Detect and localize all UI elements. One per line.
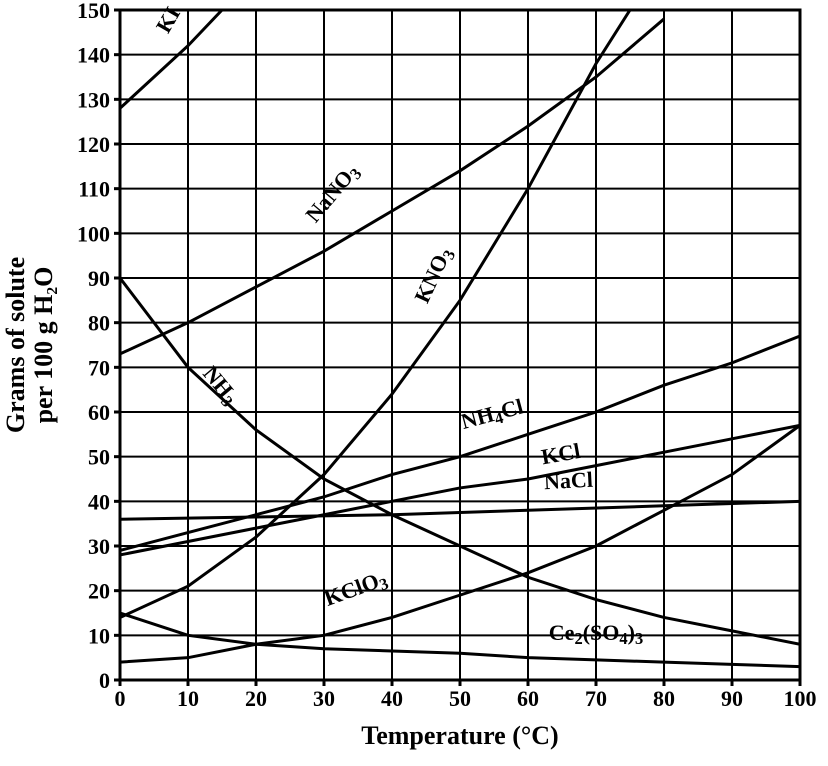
y-tick-label: 150 [77, 0, 110, 23]
label-NaNO3: NaNO3 [300, 159, 365, 229]
y-tick-label: 50 [88, 445, 110, 470]
y-tick-label: 80 [88, 311, 110, 336]
curve-KNO3 [120, 10, 630, 617]
x-tick-label: 100 [784, 686, 817, 711]
label-NH3: NH3 [196, 361, 244, 411]
x-tick-label: 60 [517, 686, 539, 711]
y-tick-label: 130 [77, 87, 110, 112]
label-KCl: KCl [539, 438, 582, 469]
y-tick-label: 30 [88, 534, 110, 559]
x-tick-label: 40 [381, 686, 403, 711]
x-tick-label: 80 [653, 686, 675, 711]
x-tick-label: 30 [313, 686, 335, 711]
y-tick-label: 60 [88, 400, 110, 425]
y-axis-title-1: Grams of solute [1, 257, 30, 433]
y-tick-label: 0 [99, 668, 110, 693]
y-axis-title-2: per 100 g H₂O [29, 267, 58, 424]
y-tick-label: 20 [88, 579, 110, 604]
label-KNO3: KNO3 [409, 243, 459, 308]
y-tick-label: 140 [77, 43, 110, 68]
label-KI: KI [151, 2, 185, 37]
x-tick-label: 0 [115, 686, 126, 711]
label-KClO3: KClO3 [321, 565, 391, 614]
label-NaCl: NaCl [543, 467, 593, 495]
x-tick-label: 70 [585, 686, 607, 711]
x-tick-label: 90 [721, 686, 743, 711]
label-NH4Cl: NH4Cl [458, 393, 526, 437]
y-tick-label: 120 [77, 132, 110, 157]
y-tick-label: 70 [88, 355, 110, 380]
x-tick-label: 20 [245, 686, 267, 711]
y-tick-label: 40 [88, 489, 110, 514]
x-axis-title: Temperature (°C) [361, 721, 558, 750]
x-tick-label: 10 [177, 686, 199, 711]
x-tick-label: 50 [449, 686, 471, 711]
label-Ce2SO43: Ce2(SO4)3 [549, 620, 643, 648]
y-tick-label: 100 [77, 221, 110, 246]
y-tick-label: 10 [88, 623, 110, 648]
y-tick-label: 110 [78, 177, 110, 202]
solubility-chart: 0 10 20 30 40 50 60 70 80 90 100 0 10 20 30 40 50 60 70 80 9… [0, 0, 828, 766]
y-tick-label: 90 [88, 266, 110, 291]
